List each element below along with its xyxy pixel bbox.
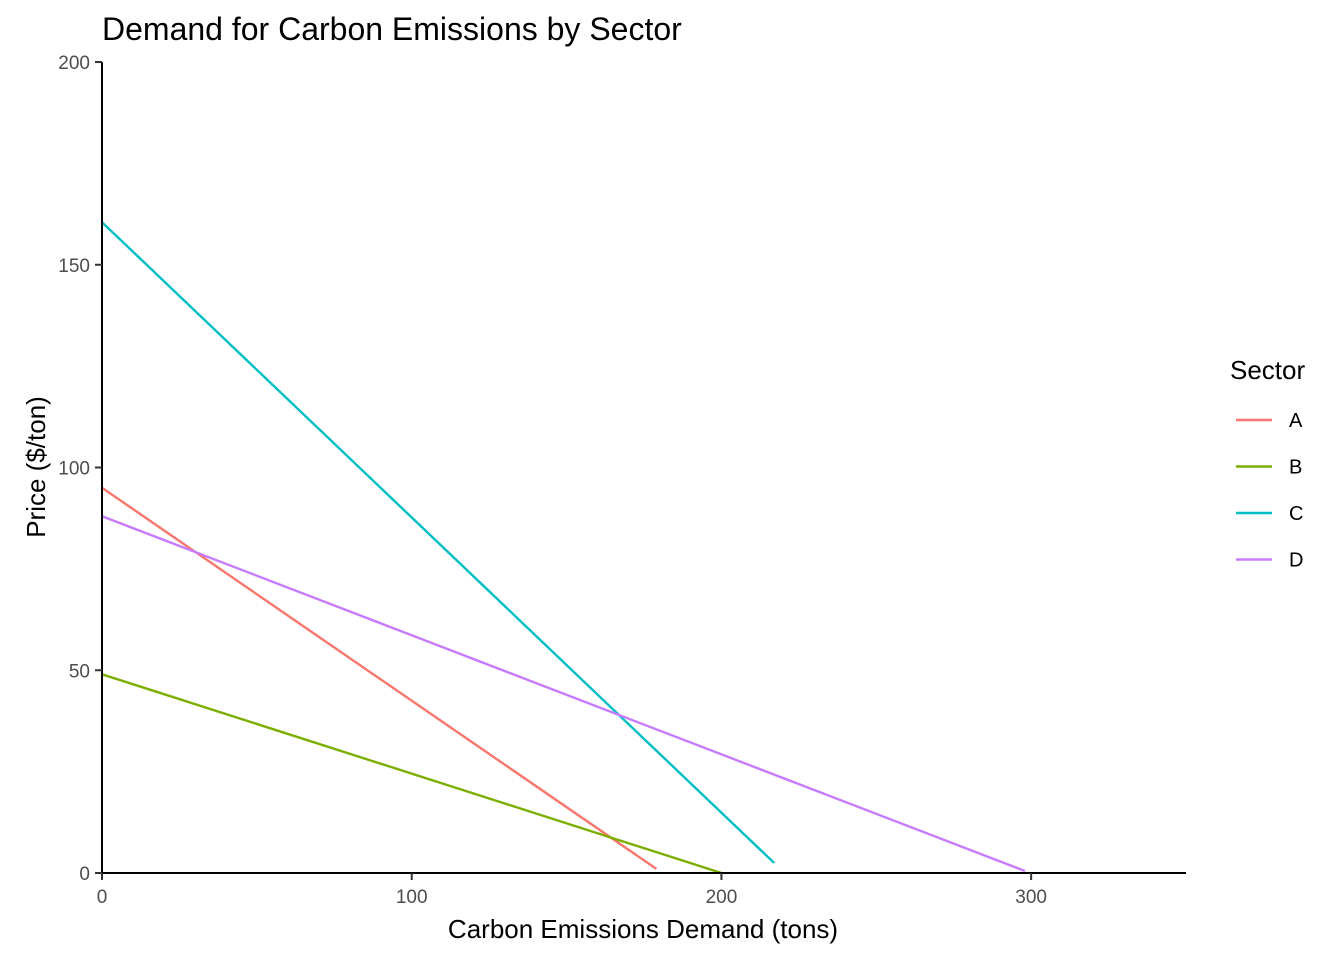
series-line-b	[101, 673, 722, 875]
legend: Sector A B C D	[1230, 355, 1305, 572]
x-tick-label: 200	[706, 887, 738, 908]
y-tick-label: 150	[58, 256, 90, 277]
legend-item-c: C	[1236, 503, 1303, 525]
x-axis-ticks: 0 100 200 300	[97, 873, 1047, 908]
x-tick-label: 300	[1015, 887, 1047, 908]
x-tick-label: 0	[97, 887, 108, 908]
series-line-a	[101, 486, 658, 870]
y-tick-label: 100	[58, 459, 90, 480]
x-tick-label: 100	[396, 887, 428, 908]
x-axis-title: Carbon Emissions Demand (tons)	[448, 914, 838, 944]
legend-title: Sector	[1230, 355, 1305, 385]
y-tick-label: 50	[69, 661, 90, 682]
y-tick-label: 0	[79, 864, 90, 885]
legend-label: B	[1289, 457, 1302, 479]
y-axis-title: Price ($/ton)	[21, 396, 51, 538]
y-axis-ticks: 0 50 100 150 200	[58, 53, 102, 885]
legend-item-d: D	[1236, 550, 1303, 572]
series-line-c	[101, 221, 775, 864]
legend-label: D	[1289, 550, 1303, 572]
legend-label: A	[1289, 410, 1303, 432]
legend-label: C	[1289, 503, 1303, 525]
legend-item-b: B	[1236, 457, 1302, 479]
legend-item-a: A	[1236, 410, 1303, 432]
series-layer	[101, 221, 1026, 875]
y-tick-label: 200	[58, 53, 90, 74]
chart-title: Demand for Carbon Emissions by Sector	[102, 11, 682, 47]
series-line-d	[101, 515, 1026, 873]
